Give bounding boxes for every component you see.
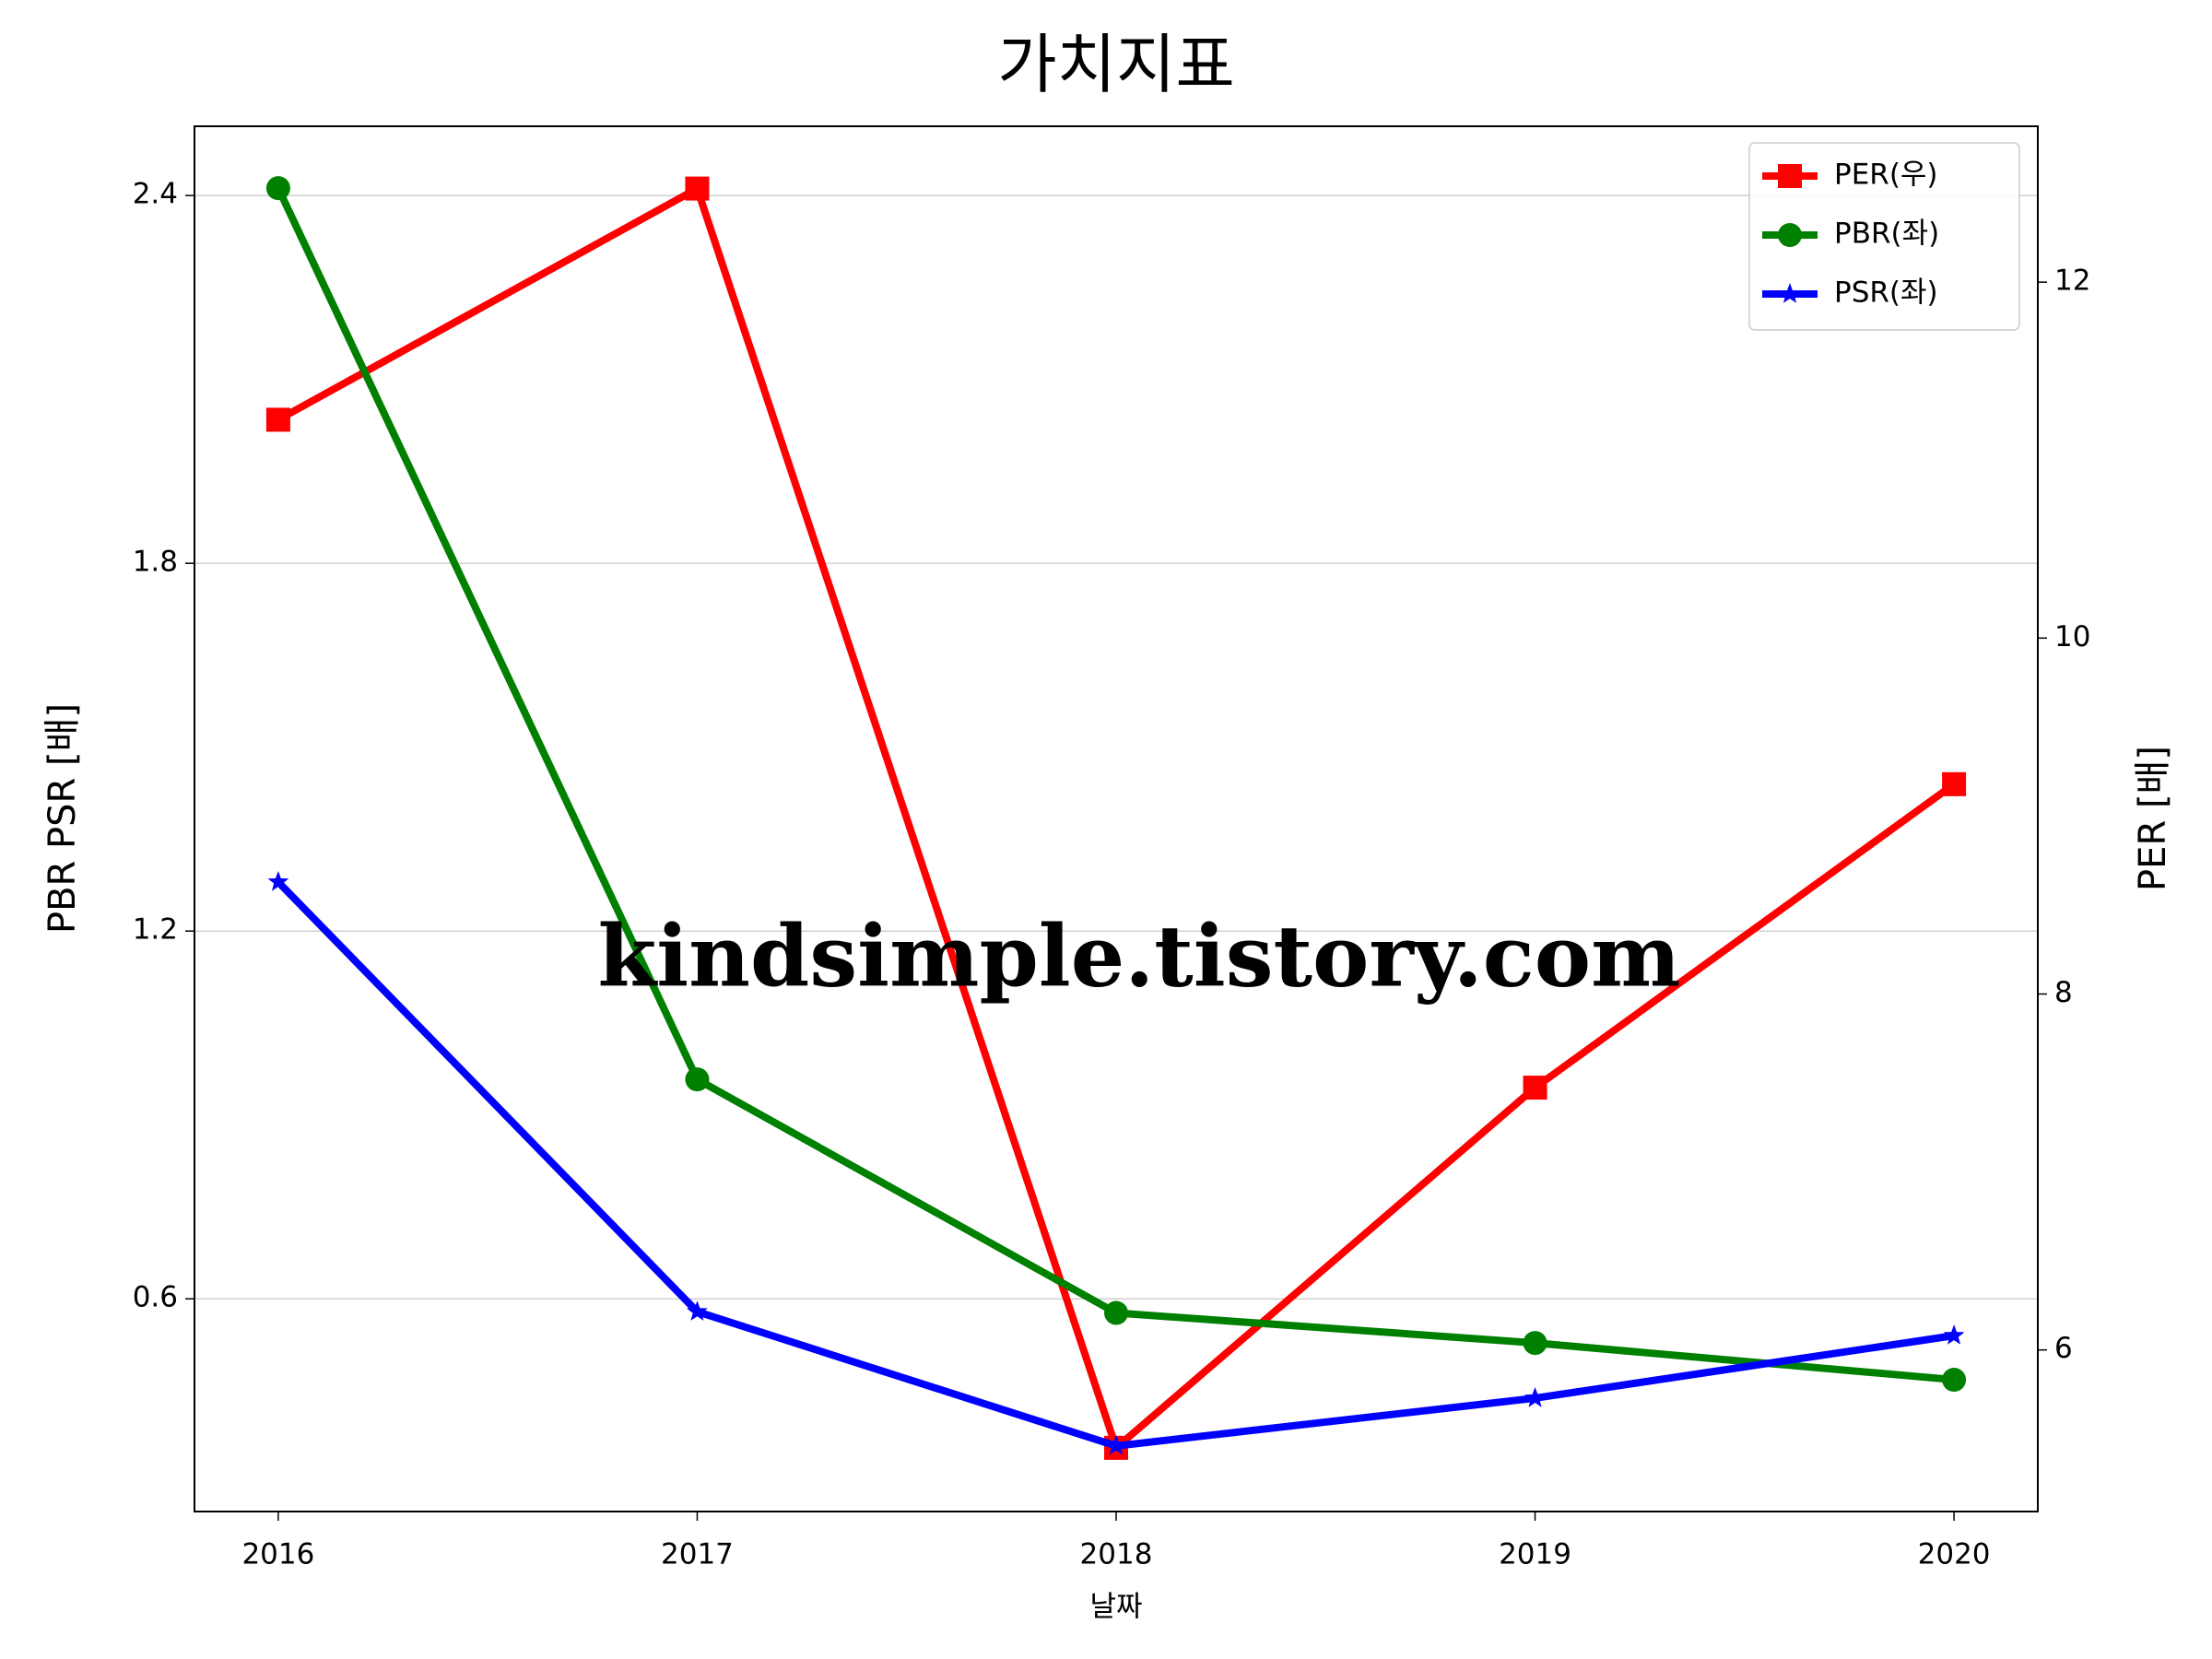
data-point — [685, 1067, 710, 1092]
chart-title: 가치지표 — [997, 27, 1235, 102]
x-tick-label: 2017 — [661, 1538, 734, 1571]
y-tick-label: 1.8 — [133, 546, 178, 579]
legend-label: PBR(좌) — [1834, 218, 1939, 251]
legend: PER(우) PBR(좌) PSR(좌) — [1748, 142, 2020, 331]
y2-tick-label: 10 — [2054, 620, 2090, 653]
y2-tick-label: 6 — [2054, 1332, 2073, 1365]
data-point — [265, 407, 290, 432]
x-tick-label: 2019 — [1499, 1538, 1571, 1571]
data-point — [1104, 1300, 1128, 1325]
y-axis-label: PBR PSR [배] — [41, 703, 84, 934]
x-tick-label: 2016 — [241, 1538, 314, 1571]
legend-label: PSR(좌) — [1834, 276, 1938, 310]
data-point — [1942, 771, 1967, 796]
x-axis-label: 날짜 — [1089, 1591, 1142, 1624]
y2-axis-label: PER [배] — [2132, 746, 2174, 891]
data-point — [1523, 1076, 1547, 1100]
y-tick-label: 1.2 — [133, 913, 178, 947]
data-point — [687, 1300, 708, 1321]
legend-label: PER(우) — [1834, 159, 1938, 192]
data-point — [1105, 1434, 1127, 1455]
y2-tick-label: 12 — [2054, 265, 2090, 298]
data-point — [267, 871, 289, 891]
data-point — [265, 176, 290, 201]
y-tick-label: 0.6 — [133, 1281, 178, 1314]
x-tick-label: 2018 — [1080, 1538, 1153, 1571]
y-tick-label: 2.4 — [133, 178, 178, 211]
watermark: kindsimple.tistory.com — [597, 907, 1680, 1006]
plot-frame — [194, 125, 2039, 1512]
x-tick-label: 2020 — [1918, 1538, 1991, 1571]
legend-box — [1748, 142, 2020, 331]
data-point — [1942, 1368, 1967, 1393]
data-point — [1524, 1387, 1546, 1407]
y2-tick-label: 8 — [2054, 976, 2073, 1009]
data-point — [685, 176, 710, 201]
legend-marker — [1778, 164, 1802, 188]
data-point — [1523, 1331, 1547, 1356]
legend-marker — [1779, 283, 1801, 303]
legend-marker — [1778, 223, 1802, 247]
data-point — [1943, 1324, 1965, 1345]
